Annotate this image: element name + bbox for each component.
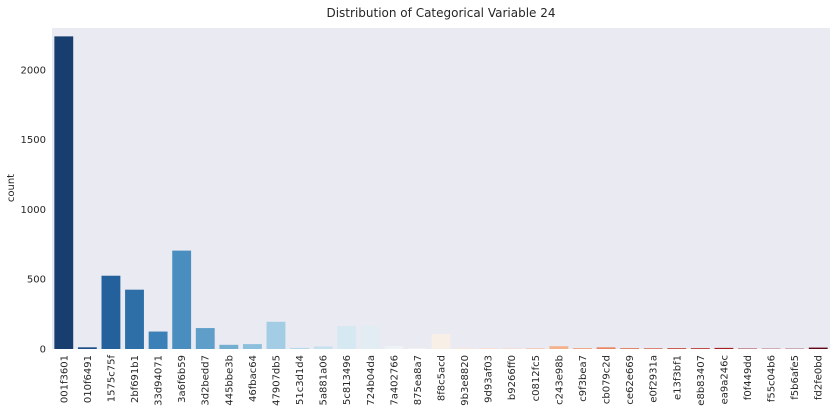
bar: [290, 347, 309, 349]
y-axis-label: count: [6, 174, 17, 202]
bar: [172, 250, 192, 349]
x-tick-label: 3a6f6b59: [177, 355, 188, 403]
x-tick-label: f0f449dd: [743, 355, 754, 400]
bar: [690, 348, 710, 349]
bar: [643, 348, 663, 349]
x-tick-label: ce62e669: [625, 355, 636, 405]
y-tick-label: 0: [40, 345, 46, 356]
bar: [101, 275, 121, 349]
x-tick-label: f5b6afe5: [790, 355, 801, 400]
x-tick-label: 445bbe3b: [224, 355, 235, 406]
x-tick-label: 46fbac64: [248, 355, 259, 402]
y-tick-label: 2000: [21, 65, 46, 76]
bar: [455, 348, 475, 349]
bar: [667, 348, 687, 349]
bars: [54, 36, 828, 350]
x-tick-label: 2bf691b1: [130, 355, 141, 403]
bar: [219, 344, 239, 349]
x-tick-label: ea9a246c: [719, 355, 730, 404]
plot-background: [52, 28, 830, 349]
x-tick-label: e0f2931a: [649, 355, 660, 403]
x-tick-label: 010f6491: [83, 355, 94, 403]
bar: [313, 346, 333, 349]
x-axis-ticks: 001f3601 010f6491 1575c75f 2bf691b1 33d94071…: [59, 355, 824, 406]
bar: [337, 325, 357, 349]
x-tick-label: 9d93af03: [484, 355, 495, 403]
bar: [266, 321, 286, 349]
bar: [525, 348, 545, 349]
bar: [549, 346, 569, 349]
bar: [596, 347, 616, 349]
x-tick-label: 3d2bedd7: [201, 355, 212, 406]
x-tick-label: 875ea8a7: [413, 355, 424, 405]
x-tick-label: 1575c75f: [106, 355, 117, 403]
y-tick-label: 1500: [21, 135, 46, 146]
bar: [148, 331, 168, 349]
y-axis-ticks: 0 500 1000 1500 2000: [21, 65, 46, 355]
x-tick-label: c243e98b: [554, 355, 565, 405]
x-tick-label: c0812fc5: [531, 355, 542, 401]
x-tick-label: 001f3601: [59, 355, 70, 403]
bar: [431, 333, 451, 349]
x-tick-label: 5a881a06: [319, 355, 330, 405]
bar: [620, 348, 640, 349]
x-tick-label: e13f3bf1: [672, 355, 683, 400]
x-tick-label: cb079c2d: [602, 355, 613, 404]
x-tick-label: 724b04da: [366, 355, 377, 406]
x-tick-label: 33d94071: [154, 355, 165, 406]
x-tick-label: f55c04b6: [767, 355, 778, 402]
bar: [478, 348, 498, 349]
bar: [125, 289, 144, 349]
bar: [77, 347, 97, 349]
x-tick-label: e8b83407: [696, 355, 707, 406]
x-tick-label: b9266ff0: [507, 355, 518, 400]
bar: [808, 347, 828, 349]
x-tick-label: 5c813496: [342, 355, 353, 405]
bar: [573, 348, 592, 349]
x-tick-label: fd2fe0bd: [814, 355, 825, 400]
bar: [360, 325, 380, 349]
x-tick-label: c9f3bea7: [578, 355, 589, 402]
bar: [54, 36, 74, 350]
chart-title: Distribution of Categorical Variable 24: [326, 6, 555, 20]
x-tick-label: 9b3e8820: [460, 355, 471, 406]
bar: [407, 348, 427, 349]
x-tick-label: 47907db5: [271, 355, 282, 406]
x-tick-label: 7a402766: [389, 355, 400, 406]
bar: [242, 344, 262, 349]
bar: [714, 347, 734, 349]
x-tick-label: 8f8c5acd: [437, 355, 448, 401]
x-tick-label: 51c3d1d4: [295, 355, 306, 405]
bar: [384, 345, 404, 349]
bar: [195, 328, 215, 349]
y-tick-label: 500: [27, 275, 46, 286]
y-tick-label: 1000: [21, 205, 46, 216]
